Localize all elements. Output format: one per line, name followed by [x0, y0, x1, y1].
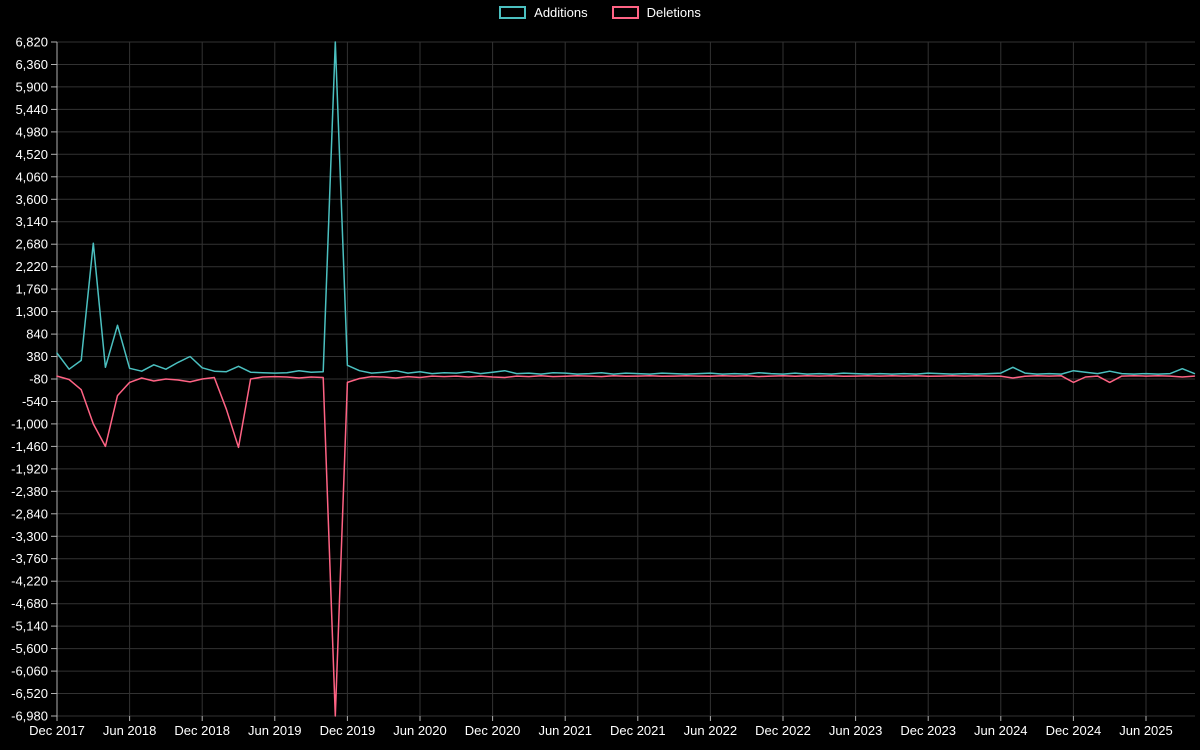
svg-text:-5,140: -5,140	[11, 619, 48, 634]
svg-text:-4,220: -4,220	[11, 574, 48, 589]
svg-text:5,900: 5,900	[15, 79, 48, 94]
svg-text:-3,760: -3,760	[11, 551, 48, 566]
deletions-legend-swatch	[611, 6, 639, 19]
svg-text:-5,600: -5,600	[11, 641, 48, 656]
svg-text:Jun 2022: Jun 2022	[684, 723, 738, 738]
additions-legend-swatch	[499, 6, 527, 19]
svg-text:-540: -540	[22, 394, 48, 409]
svg-text:3,600: 3,600	[15, 192, 48, 207]
svg-text:Dec 2017: Dec 2017	[29, 723, 85, 738]
svg-text:Dec 2020: Dec 2020	[465, 723, 521, 738]
svg-text:Dec 2019: Dec 2019	[320, 723, 376, 738]
svg-text:Dec 2024: Dec 2024	[1046, 723, 1102, 738]
svg-text:Jun 2021: Jun 2021	[538, 723, 592, 738]
svg-text:1,300: 1,300	[15, 304, 48, 319]
svg-text:Jun 2019: Jun 2019	[248, 723, 302, 738]
svg-text:6,360: 6,360	[15, 57, 48, 72]
svg-text:6,820: 6,820	[15, 35, 48, 50]
svg-text:3,140: 3,140	[15, 214, 48, 229]
svg-text:-4,680: -4,680	[11, 596, 48, 611]
svg-text:Jun 2024: Jun 2024	[974, 723, 1028, 738]
svg-text:Dec 2018: Dec 2018	[174, 723, 230, 738]
svg-text:1,760: 1,760	[15, 282, 48, 297]
chart-legend: Additions Deletions	[0, 6, 1200, 19]
svg-text:Dec 2023: Dec 2023	[900, 723, 956, 738]
svg-text:5,440: 5,440	[15, 102, 48, 117]
svg-text:Jun 2023: Jun 2023	[829, 723, 883, 738]
svg-text:4,520: 4,520	[15, 147, 48, 162]
svg-text:Jun 2025: Jun 2025	[1119, 723, 1173, 738]
svg-text:Jun 2018: Jun 2018	[103, 723, 157, 738]
svg-text:-6,520: -6,520	[11, 686, 48, 701]
legend-item-additions[interactable]: Additions	[499, 5, 588, 20]
svg-text:-6,060: -6,060	[11, 664, 48, 679]
svg-text:2,220: 2,220	[15, 259, 48, 274]
deletions-legend-label: Deletions	[646, 5, 701, 20]
svg-text:-6,980: -6,980	[11, 709, 48, 724]
svg-text:-2,840: -2,840	[11, 506, 48, 521]
svg-text:4,060: 4,060	[15, 169, 48, 184]
legend-item-deletions[interactable]: Deletions	[611, 5, 701, 20]
svg-text:Jun 2020: Jun 2020	[393, 723, 447, 738]
svg-text:380: 380	[26, 349, 48, 364]
svg-text:-3,300: -3,300	[11, 529, 48, 544]
svg-text:2,680: 2,680	[15, 237, 48, 252]
svg-text:840: 840	[26, 327, 48, 342]
svg-text:4,980: 4,980	[15, 124, 48, 139]
svg-text:Dec 2021: Dec 2021	[610, 723, 666, 738]
svg-text:Dec 2022: Dec 2022	[755, 723, 811, 738]
svg-text:-1,920: -1,920	[11, 461, 48, 476]
additions-legend-label: Additions	[534, 5, 588, 20]
svg-text:-2,380: -2,380	[11, 484, 48, 499]
svg-text:-1,000: -1,000	[11, 416, 48, 431]
svg-text:-80: -80	[29, 372, 48, 387]
svg-text:-1,460: -1,460	[11, 439, 48, 454]
